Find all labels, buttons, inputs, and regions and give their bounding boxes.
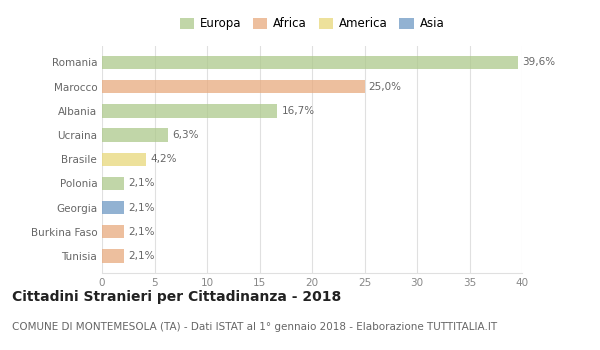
Text: 16,7%: 16,7% (281, 106, 314, 116)
Bar (102, 249, 124, 262)
Bar (102, 56, 518, 69)
Bar (102, 225, 124, 238)
Bar (102, 104, 277, 118)
Text: 6,3%: 6,3% (172, 130, 199, 140)
Text: COMUNE DI MONTEMESOLA (TA) - Dati ISTAT al 1° gennaio 2018 - Elaborazione TUTTIT: COMUNE DI MONTEMESOLA (TA) - Dati ISTAT … (12, 322, 497, 332)
Bar (102, 80, 365, 93)
Text: 39,6%: 39,6% (522, 57, 555, 68)
Text: 2,1%: 2,1% (128, 227, 155, 237)
Text: 2,1%: 2,1% (128, 251, 155, 261)
Text: Cittadini Stranieri per Cittadinanza - 2018: Cittadini Stranieri per Cittadinanza - 2… (12, 290, 341, 304)
Text: 25,0%: 25,0% (368, 82, 402, 92)
Legend: Europa, Africa, America, Asia: Europa, Africa, America, Asia (175, 13, 449, 35)
Bar (102, 153, 146, 166)
Text: 4,2%: 4,2% (151, 154, 177, 164)
Text: 2,1%: 2,1% (128, 203, 155, 213)
Bar (102, 128, 168, 142)
Bar (102, 201, 124, 214)
Text: 2,1%: 2,1% (128, 178, 155, 188)
Bar (102, 177, 124, 190)
